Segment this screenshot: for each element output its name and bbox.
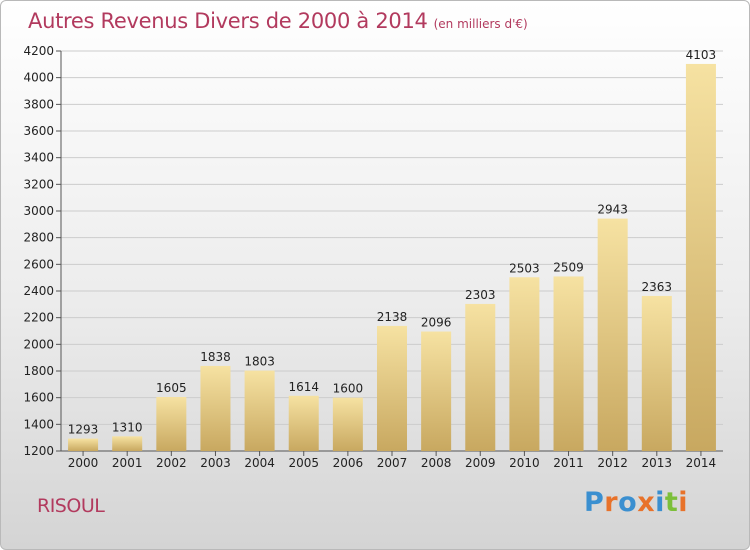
bar [68, 438, 99, 451]
bar [156, 397, 187, 451]
bar [641, 295, 672, 451]
x-tick-label: 2012 [597, 456, 628, 470]
x-tick-label: 2000 [68, 456, 99, 470]
x-tick-label: 2010 [509, 456, 540, 470]
bar [509, 277, 540, 451]
x-tick-label: 2004 [244, 456, 275, 470]
y-tick-label: 4200 [23, 44, 54, 58]
chart-title: Autres Revenus Divers de 2000 à 2014 (en … [28, 9, 528, 33]
proxiti-logo: Proxiti [584, 487, 688, 518]
logo-letter: P [584, 487, 605, 518]
chart-unit: (en milliers d'€) [433, 17, 528, 31]
x-tick-label: 2009 [465, 456, 496, 470]
bar [200, 365, 231, 451]
x-tick-label: 2013 [642, 456, 673, 470]
logo-letter: r [604, 487, 619, 518]
data-label: 1600 [333, 382, 364, 396]
bar [685, 63, 716, 451]
logo-letter: o [618, 487, 638, 518]
y-tick-label: 1400 [23, 417, 54, 431]
data-label: 2363 [642, 280, 673, 294]
bar [376, 325, 408, 451]
x-tick-label: 2003 [200, 456, 231, 470]
data-label: 1803 [244, 355, 275, 369]
data-label: 1293 [68, 423, 99, 437]
chart-title-text: Autres Revenus Divers de 2000 à 2014 [28, 9, 428, 33]
data-label: 2138 [377, 310, 408, 324]
y-tick-label: 3400 [23, 151, 54, 165]
data-label: 1310 [112, 420, 143, 434]
y-tick-label: 2200 [23, 311, 54, 325]
bar [597, 218, 628, 451]
data-label: 2509 [553, 260, 584, 274]
bar [332, 397, 363, 451]
data-label: 2943 [597, 203, 628, 217]
data-label: 4103 [686, 48, 717, 62]
logo-letter: t [664, 487, 679, 518]
logo-letter: x [637, 487, 656, 518]
x-tick-label: 2007 [377, 456, 408, 470]
data-label: 2303 [465, 288, 496, 302]
logo-letter: i [678, 487, 689, 518]
commune-name: RISOUL [37, 495, 105, 517]
x-tick-label: 2005 [288, 456, 319, 470]
y-tick-label: 3200 [23, 177, 54, 191]
y-tick-label: 2000 [23, 337, 54, 351]
data-label: 2503 [509, 261, 540, 275]
data-label: 2096 [421, 316, 452, 330]
bar [421, 331, 452, 451]
labels: 1200 1400 1600 1800 2000 2200 2400 2600 2800 3000… [23, 44, 716, 470]
y-tick-label: 4000 [23, 71, 54, 85]
bar [288, 395, 319, 451]
y-tick-label: 3000 [23, 204, 54, 218]
bar [244, 370, 275, 451]
x-tick-label: 2008 [421, 456, 452, 470]
y-tick-label: 2600 [23, 257, 54, 271]
y-tick-label: 3800 [23, 97, 54, 111]
x-tick-label: 2014 [686, 456, 717, 470]
data-label: 1605 [156, 381, 187, 395]
y-tick-label: 1800 [23, 364, 54, 378]
bar [553, 276, 584, 451]
data-label: 1838 [200, 350, 231, 364]
bar [465, 303, 496, 451]
x-tick-label: 2001 [112, 456, 143, 470]
bar [112, 436, 143, 451]
x-tick-label: 2006 [333, 456, 364, 470]
y-tick-label: 1200 [23, 444, 54, 458]
x-tick-label: 2011 [553, 456, 584, 470]
y-tick-label: 3600 [23, 124, 54, 138]
y-tick-label: 1600 [23, 391, 54, 405]
y-tick-label: 2400 [23, 284, 54, 298]
x-tick-label: 2002 [156, 456, 187, 470]
logo-letter: i [655, 487, 665, 518]
y-tick-label: 2800 [23, 231, 54, 245]
data-label: 1614 [288, 380, 319, 394]
bars [68, 63, 716, 451]
